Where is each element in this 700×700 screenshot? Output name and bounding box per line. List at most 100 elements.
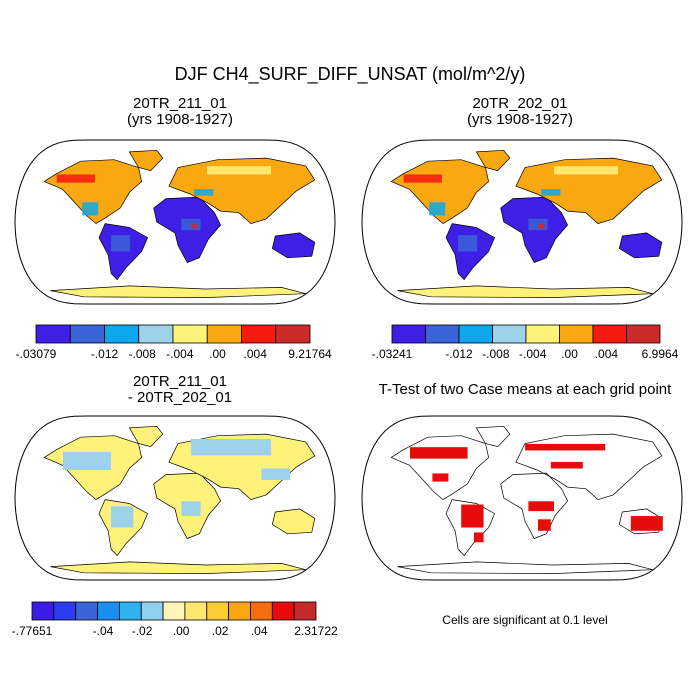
continent-greenland-top-right <box>475 149 511 171</box>
colorbar-cell-top-right-5 <box>559 324 594 344</box>
continent-greenland-top-left <box>128 149 164 171</box>
sig-na-mid-bottom-right <box>432 473 449 482</box>
patch-na-high-top-right <box>403 174 442 183</box>
colorbar-label-top-right-5: .004 <box>595 347 619 361</box>
continent-greenland-bottom-left <box>128 425 164 447</box>
continent-australia-top-left <box>271 232 316 259</box>
colorbar-cell-bottom-left-8 <box>206 601 230 621</box>
colorbar-label-bottom-left-1: -.04 <box>93 624 114 638</box>
panel-years-top-right: (yrs 1908-1927) <box>467 111 573 128</box>
colorbar-cell-bottom-left-7 <box>184 601 208 621</box>
patch-eurasia-mid-top-right <box>541 189 561 196</box>
colorbar-label-top-left-5: .004 <box>244 347 268 361</box>
colorbar-label-bottom-left-0: -.77651 <box>12 624 53 638</box>
sig-eurasia-mid-bottom-right <box>550 461 583 469</box>
colorbar-label-top-right-3: -.004 <box>519 347 547 361</box>
patch-na-high-top-left <box>56 174 95 183</box>
patch-eurasia-mid-top-left <box>194 189 214 196</box>
continent-antarctica-bottom-left <box>50 561 306 574</box>
colorbar-label-top-left-6: 9.21764 <box>288 347 332 361</box>
colorbar-cell-top-right-0 <box>391 324 426 344</box>
continent-australia-bottom-left <box>271 508 316 535</box>
continent-antarctica-top-left <box>50 285 306 298</box>
sig-eurasia-north-bottom-right <box>525 443 606 451</box>
colorbar-label-top-left-4: .00 <box>209 347 226 361</box>
colorbar-cell-top-left-7 <box>275 324 311 344</box>
colorbar-label-top-right-4: .00 <box>561 347 578 361</box>
colorbar-cell-top-left-2 <box>104 324 140 344</box>
patch-africa-hot-top-left <box>191 223 198 229</box>
map-frame-bottom-right <box>361 415 683 581</box>
colorbar-label-bottom-left-4: .02 <box>212 624 229 638</box>
colorbar-label-top-right-0: -.03241 <box>372 347 413 361</box>
map-bottom-right <box>361 415 683 581</box>
colorbar-cell-top-left-0 <box>35 324 71 344</box>
sig-sa-south-bottom-right <box>474 532 484 543</box>
panel-title-bottom-right: T-Test of two Case means at each grid po… <box>378 381 672 398</box>
patch-eurasia-yellow-top-right <box>554 166 618 175</box>
colorbar-cell-bottom-left-11 <box>271 601 295 621</box>
colorbar-cell-bottom-left-0 <box>31 601 55 621</box>
patch-diff-na-bottom-left <box>63 452 111 471</box>
sig-africa-bottom-right <box>528 501 554 512</box>
panel-title-top-left: 20TR_211_01 (yrs 1908-1927) <box>80 96 280 128</box>
panel-years-top-left: (yrs 1908-1927) <box>127 111 233 128</box>
sig-na-north-bottom-right <box>410 447 468 459</box>
continent-antarctica-top-right <box>397 285 653 298</box>
patch-sa-top-left <box>111 235 131 252</box>
patch-africa-hot-top-right <box>538 223 545 229</box>
colorbar-cell-bottom-left-1 <box>53 601 77 621</box>
colorbar-cell-top-left-6 <box>241 324 277 344</box>
figure-title: DJF CH4_SURF_DIFF_UNSAT (mol/m^2/y) <box>174 64 526 84</box>
colorbar-label-bottom-left-2: -.02 <box>132 624 153 638</box>
continent-southAmerica-bottom-right <box>445 499 496 557</box>
colorbar-label-bottom-left-3: .00 <box>173 624 190 638</box>
map-bottom-left <box>14 415 336 581</box>
panel-title-top-right: 20TR_202_01 (yrs 1908-1927) <box>420 96 620 128</box>
colorbar-label-top-right-6: 6.9964 <box>642 347 679 361</box>
patch-diff-sa-bottom-left <box>111 506 134 528</box>
colorbar-top-left: -.03079 -.012 -.008 -.004 .00 .004 9.21764 <box>16 324 332 361</box>
colorbar-cell-bottom-left-9 <box>228 601 251 621</box>
patch-na-mid-top-left <box>82 202 99 216</box>
continent-australia-bottom-right <box>618 508 663 535</box>
colorbar-cell-top-left-4 <box>172 324 208 344</box>
colorbar-cell-top-right-6 <box>592 324 627 344</box>
sig-sa-bottom-right <box>461 504 484 528</box>
continent-eurasia-top-right <box>515 157 663 224</box>
continent-northAmerica-bottom-right <box>390 435 489 501</box>
colorbar-label-top-left-2: -.008 <box>128 347 156 361</box>
continent-antarctica-bottom-right <box>397 561 653 574</box>
continent-greenland-bottom-right <box>475 425 511 447</box>
colorbar-label-top-left-0: -.03079 <box>16 347 57 361</box>
colorbar-top-right: -.03241 -.012 -.008 -.004 .00 .004 6.9964 <box>372 324 679 361</box>
patch-diff-asia-bottom-left <box>261 468 291 480</box>
panel-name-top-right: 20TR_202_01 <box>472 95 568 112</box>
colorbar-cell-top-right-3 <box>492 324 527 344</box>
significance-note: Cells are significant at 0.1 level <box>442 613 608 627</box>
colorbar-cell-top-left-1 <box>69 324 105 344</box>
colorbar-label-top-right-2: -.008 <box>482 347 510 361</box>
panel-name-bottom-left: 20TR_211_01 <box>133 373 227 390</box>
colorbar-label-bottom-left-6: 2.31722 <box>294 624 338 638</box>
sig-australia-bottom-right <box>630 516 663 531</box>
colorbar-cell-bottom-left-5 <box>140 601 164 621</box>
colorbar-cell-bottom-left-3 <box>97 601 120 621</box>
colorbar-label-top-left-3: -.004 <box>166 347 194 361</box>
colorbar-cell-top-right-1 <box>425 324 460 344</box>
colorbar-cell-bottom-left-12 <box>293 601 317 621</box>
map-top-left <box>14 139 336 305</box>
continent-australia-top-right <box>618 232 663 259</box>
colorbar-cell-top-left-3 <box>138 324 174 344</box>
panel-name-top-left: 20TR_211_01 <box>133 95 227 112</box>
continent-africa-bottom-right <box>500 472 569 539</box>
patch-sa-top-right <box>458 235 478 252</box>
patch-eurasia-yellow-top-left <box>207 166 271 175</box>
patch-diff-eurasia-bottom-left <box>191 438 271 456</box>
patch-diff-africa-bottom-left <box>181 501 201 517</box>
colorbar-cell-bottom-left-6 <box>162 601 186 621</box>
colorbar-bottom-left: -.77651 -.04 -.02 .00 .02 .04 2.31722 <box>12 601 338 638</box>
colorbar-cell-top-right-7 <box>626 324 661 344</box>
map-top-right <box>361 139 683 305</box>
